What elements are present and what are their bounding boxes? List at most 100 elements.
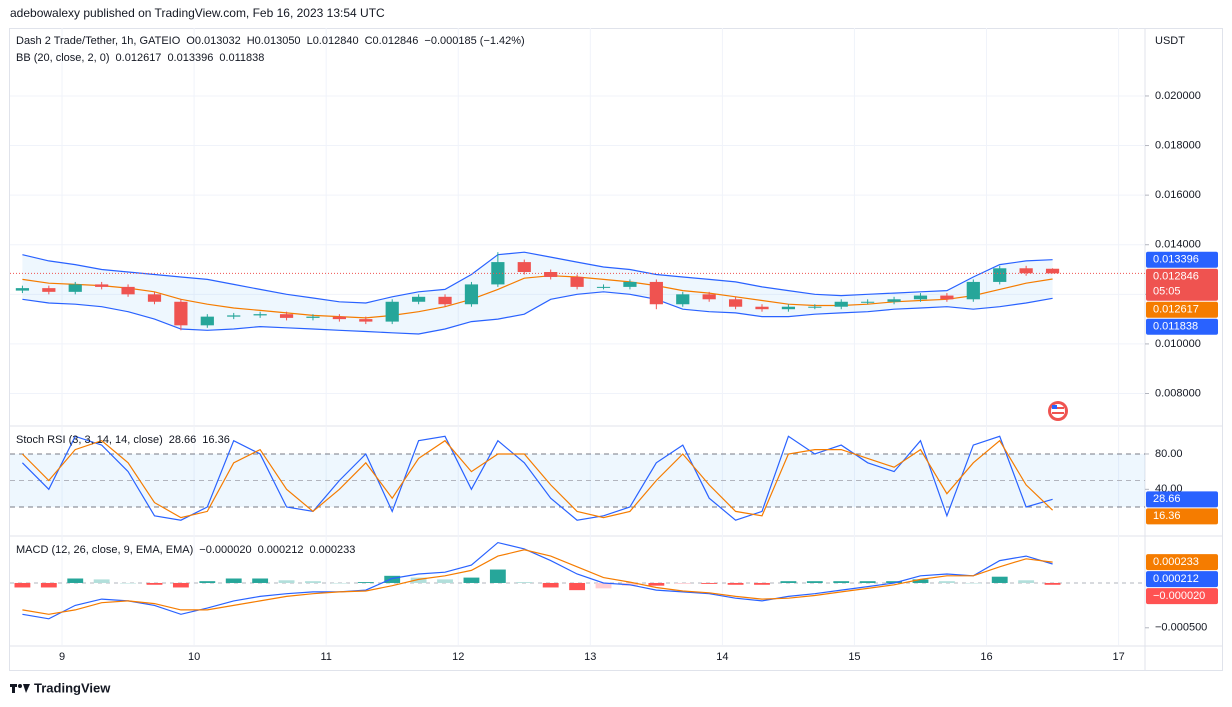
macd-line — [22, 549, 1053, 615]
candle-body — [649, 281, 663, 305]
price-tag — [1146, 301, 1218, 318]
price-tag — [1146, 251, 1218, 268]
candle-body — [861, 301, 875, 303]
ohlc-key: O — [186, 35, 195, 47]
candle-body — [1045, 268, 1060, 274]
x-tick-label: 9 — [59, 651, 65, 663]
price-tag-label: 0.011838 — [1153, 321, 1198, 333]
price-tag-label: 0.000212 — [1153, 573, 1199, 585]
stoch-value: 16.36 — [202, 434, 230, 446]
y-tick-label: 0.014000 — [1155, 239, 1201, 251]
histogram-bar — [199, 581, 216, 583]
candle-body — [517, 262, 531, 273]
histogram-bar — [278, 580, 295, 583]
histogram-bar — [991, 576, 1008, 583]
histogram-bar — [410, 577, 427, 583]
price-tag-label: 0.012617 — [1153, 304, 1199, 316]
candle-body — [940, 295, 954, 300]
price-tag — [1146, 268, 1218, 301]
candle-body — [808, 306, 822, 308]
y-tick-label: 0.010000 — [1155, 338, 1201, 350]
candle-body — [42, 288, 56, 292]
x-tick-label: 14 — [716, 651, 728, 663]
price-tag-label: 28.66 — [1153, 493, 1181, 505]
ohlc-key: L — [307, 35, 313, 47]
candle-body — [596, 286, 611, 288]
histogram-bar — [40, 582, 57, 588]
histogram-bar — [516, 582, 533, 583]
histogram-bar — [146, 582, 163, 585]
candle-body — [993, 268, 1007, 282]
ohlc-value: 0.012846 — [373, 35, 419, 47]
histogram-bar — [965, 582, 982, 584]
histogram-bar — [331, 582, 348, 584]
macd-line — [22, 541, 1053, 620]
symbol: Dash 2 Trade/Tether, 1h, GATEIO — [16, 35, 181, 47]
price-tag-label: 0.000233 — [1153, 556, 1199, 568]
bb-basis — [22, 275, 1053, 319]
histogram-bar — [859, 581, 876, 583]
y-tick-label: 0.018000 — [1155, 139, 1201, 151]
candle-body — [174, 301, 188, 326]
histogram-bar — [938, 581, 955, 583]
bb-upper-value: 0.013396 — [167, 52, 213, 64]
ohlc-key: C — [365, 35, 373, 47]
candle-body — [728, 299, 743, 307]
histogram-bar — [1018, 580, 1035, 583]
price-tag-label: −0.000020 — [1153, 590, 1205, 602]
histogram-bar — [727, 582, 744, 585]
histogram-bar — [463, 577, 480, 583]
logo — [10, 684, 30, 693]
currency: USDT — [1155, 35, 1185, 47]
histogram-bar — [489, 569, 506, 583]
frame — [9, 28, 1223, 671]
bb-upper — [22, 251, 1053, 304]
price-tag — [1146, 508, 1218, 525]
bb-title: BB (20, close, 2, 0) — [16, 52, 110, 64]
candle-body — [279, 314, 294, 318]
ohlc-key: H — [247, 35, 255, 47]
candle-body — [755, 306, 769, 310]
bb-fill — [22, 252, 1053, 334]
histogram-bar — [225, 578, 242, 583]
stoch-line — [21, 439, 1054, 519]
countdown: 05:05 — [1153, 286, 1181, 298]
histogram-bar — [886, 581, 902, 583]
candle-body — [702, 294, 716, 300]
candle-body — [544, 272, 558, 277]
macd-value: 0.000212 — [258, 544, 304, 556]
histogram-bar — [569, 582, 586, 591]
candle-body — [570, 276, 584, 287]
candle-body — [464, 284, 479, 305]
histogram-bar — [754, 582, 770, 585]
histogram-bar — [93, 579, 110, 583]
x-tick-label: 12 — [452, 651, 464, 663]
histogram-bar — [542, 582, 559, 588]
histogram-bar — [357, 582, 374, 583]
y-tick-label: 0.020000 — [1155, 90, 1201, 102]
histogram-bar — [674, 582, 691, 584]
ohlc-value: 0.013032 — [195, 35, 241, 47]
histogram-bar — [806, 581, 823, 583]
price-tag — [1146, 318, 1218, 335]
candle-body — [966, 281, 980, 300]
footer-brand: TradingView — [34, 680, 111, 695]
y-tick-label: 80.00 — [1155, 448, 1183, 460]
y-tick-label: −0.000500 — [1155, 622, 1207, 634]
histogram-bar — [1044, 582, 1061, 585]
header: adebowalexy published on TradingView.com… — [10, 6, 385, 20]
histogram-bar — [120, 582, 136, 584]
macd-hist-value: −0.000020 — [199, 544, 251, 556]
histogram-bar — [833, 581, 850, 583]
price-tag-label: 16.36 — [1153, 510, 1181, 522]
histogram-bar — [252, 578, 269, 583]
macd-title: MACD (12, 26, close, 9, EMA, EMA) — [16, 544, 193, 556]
histogram-bar — [67, 578, 84, 583]
flag-icon — [1048, 401, 1068, 421]
candle-body — [887, 299, 901, 302]
ohlc-value: 0.013050 — [255, 35, 301, 47]
x-tick-label: 17 — [1112, 651, 1124, 663]
candle-body — [200, 316, 214, 326]
candle-body — [676, 294, 690, 305]
